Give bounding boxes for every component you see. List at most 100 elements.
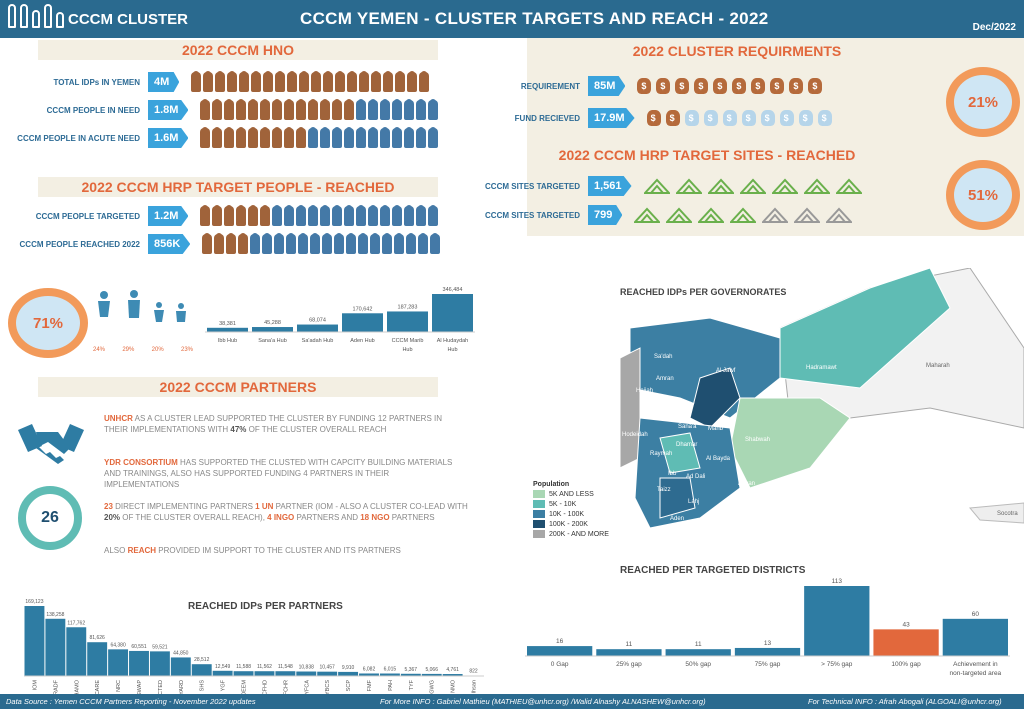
legend-swatch [533, 500, 545, 508]
person-icon [370, 233, 381, 254]
legend-label: 100K - 200K [549, 520, 588, 528]
money-bag-icon [817, 110, 832, 126]
category-label: Ibb Hub [218, 338, 237, 344]
tent-icon [826, 207, 853, 223]
partners-text-ydr: YDR CONSORTIUM HAS SUPPORTED THE CLUSTED… [104, 458, 453, 489]
legend-label: 10K - 100K [549, 510, 585, 518]
person-icon [395, 71, 406, 92]
category-label: Al Hudaydah [437, 338, 469, 344]
yemen-map: Sa'dah Al Jawf Hadramawt Maharah Amran H… [619, 268, 1024, 529]
person-icon [332, 99, 343, 120]
category-label: 0 Gap [551, 661, 569, 668]
hno-row-label: TOTAL IDPs IN YEMEN [53, 77, 140, 87]
category-label: DEEM [242, 680, 248, 694]
category-label: CCCM Marib [392, 338, 424, 344]
category-label: USWAP [137, 680, 143, 694]
person-icon [224, 205, 235, 226]
hrp_people-row: CCCM PEOPLE REACHED 2022 856K [0, 233, 441, 254]
legend-item: 5K - 10K [533, 500, 609, 508]
data-label: 9,910 [342, 665, 355, 671]
category-label: > 75% gap [821, 661, 853, 668]
person-icon [203, 71, 214, 92]
requirements-row: FUND RECIEVED 17.9M [430, 108, 832, 128]
requirements-title: 2022 CLUSTER REQUIRMENTS [632, 43, 842, 59]
tent-icon [803, 178, 830, 194]
bar [873, 629, 939, 656]
person-icon [236, 99, 247, 120]
map-label-maharah: Maharah [926, 363, 950, 369]
bar [24, 606, 45, 676]
money-bag-icon [808, 78, 823, 94]
person-icon [392, 205, 403, 226]
hrp_people-row-label: CCCM PEOPLE REACHED 2022 [19, 239, 140, 249]
requirements-panel [527, 38, 1024, 236]
person-icon [320, 127, 331, 148]
map-label-hodeidah: Hodeidah [622, 432, 648, 438]
person-icon [428, 205, 439, 226]
legend-label: 5K - 10K [549, 500, 577, 508]
data-label: 11,548 [278, 664, 293, 670]
tent-icon [794, 207, 821, 223]
data-label: 11,562 [257, 664, 272, 670]
category-label: ACTED [158, 680, 164, 694]
person-icon [356, 205, 367, 226]
category-label: PAH [388, 680, 394, 691]
category-label: 75% gap [755, 661, 781, 668]
money-bag-icon [789, 78, 804, 94]
hno-row: TOTAL IDPs IN YEMEN 4M [0, 71, 430, 92]
data-label: 4,761 [446, 667, 459, 673]
person-icon [371, 71, 382, 92]
bar [665, 649, 731, 656]
category-label: Achievement in [953, 661, 998, 668]
bar [804, 586, 870, 656]
requirements-row-icons [637, 78, 823, 94]
person-icon [392, 99, 403, 120]
hno-row-icons [191, 71, 430, 92]
bar [442, 674, 463, 676]
tent-icon [762, 207, 789, 223]
map-label-sanaa: Sana'a [678, 424, 697, 430]
person-icon [356, 127, 367, 148]
category-label: IOM [32, 680, 38, 691]
hno-row-icons [200, 127, 439, 148]
footer-more-info: For More INFO : Gabriel Mathieu (MATHIEU… [380, 697, 706, 706]
person-icon [430, 233, 441, 254]
tent-icon [739, 178, 766, 194]
requirements-row-value: 17.9M [588, 108, 635, 128]
money-bag-icon [694, 78, 709, 94]
person-icon [274, 233, 285, 254]
person-icon [308, 127, 319, 148]
data-label: 45,288 [264, 320, 281, 326]
person-icon [214, 233, 225, 254]
person-icon [286, 233, 297, 254]
data-label: 822 [469, 669, 478, 675]
person-icon [284, 127, 295, 148]
category-label: YBCS [325, 680, 331, 694]
hrp_people-row-icons [202, 233, 441, 254]
person-icon [226, 233, 237, 254]
sites-row-icons [643, 178, 862, 194]
data-label: 117,762 [67, 620, 85, 626]
bar [359, 673, 379, 676]
person-icon [238, 233, 249, 254]
legend-swatch [533, 530, 545, 538]
money-bag-icon [675, 78, 690, 94]
hno-row-label: CCCM PEOPLE IN ACUTE NEED [17, 133, 140, 143]
hrp_people-row: CCCM PEOPLE TARGETED 1.2M [0, 205, 439, 226]
bar [379, 673, 400, 676]
partners-text-reach: ALSO REACH PROVIDED IM SUPPORT TO THE CL… [104, 546, 401, 555]
tent-icon [835, 178, 862, 194]
category-label: YARD [179, 680, 185, 694]
sites-row-label: CCCM SITES TARGETED [485, 210, 580, 220]
data-label: 170,642 [353, 306, 373, 312]
person-icon [320, 99, 331, 120]
map-label-aljawf: Al Jawf [716, 368, 736, 374]
map-label-dhamar: Dhamar [676, 442, 697, 448]
map-label-sanaa-city: Sana'a City [664, 402, 695, 408]
person-icon [296, 205, 307, 226]
districts-bar-chart: 16 0 Gap 11 25% gap 11 50% gap 13 75% gap 113 > 7… [525, 578, 1010, 677]
bar [254, 671, 275, 676]
hrp-people-title: 2022 CCCM HRP TARGET PEOPLE - REACHED [38, 177, 438, 197]
person-icon [383, 71, 394, 92]
person-icon [380, 205, 391, 226]
